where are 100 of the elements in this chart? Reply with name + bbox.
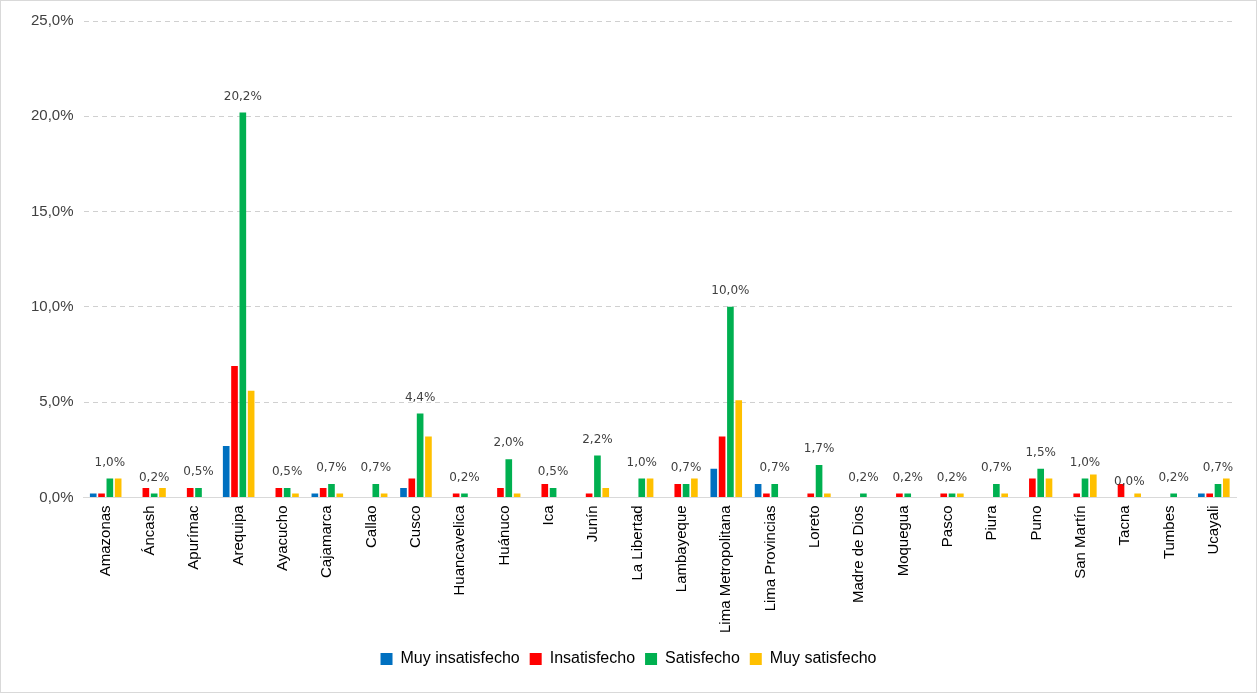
bar <box>993 484 1000 497</box>
x-tick-label: Ucayali <box>1203 505 1221 555</box>
bar <box>505 459 513 497</box>
bar <box>275 487 283 497</box>
bar <box>150 493 158 497</box>
x-tick-label: Ayacucho <box>273 505 291 572</box>
data-label: 0,7% <box>759 460 790 475</box>
bar <box>98 493 105 497</box>
data-label: 0,7% <box>316 460 347 475</box>
bar <box>222 445 230 497</box>
data-label: 1,7% <box>803 441 835 456</box>
y-tick-label: 20,0% <box>30 106 74 124</box>
bar <box>89 493 97 497</box>
bar <box>940 493 948 497</box>
data-label: 0,5% <box>537 464 569 479</box>
x-tick-label: Arequipa <box>228 504 246 566</box>
bar <box>1170 493 1177 497</box>
bar <box>957 493 964 497</box>
bar <box>763 493 770 497</box>
x-tick-label: Callao <box>361 505 379 548</box>
bar <box>815 465 823 497</box>
x-tick-label: La Libertad <box>627 505 645 581</box>
data-label: 0,0% <box>1114 473 1145 488</box>
y-tick-label: 5,0% <box>39 392 74 410</box>
bar <box>461 493 468 497</box>
data-label: 4,4% <box>404 389 436 404</box>
bar <box>195 487 202 497</box>
data-label: 10,0% <box>711 282 750 297</box>
x-tick-label: Huánuco <box>494 505 512 566</box>
x-tick-label: Piura <box>982 504 1000 541</box>
x-tick-label: Ica <box>539 504 557 526</box>
bar <box>860 493 867 497</box>
bar <box>754 484 762 497</box>
bar <box>231 365 238 497</box>
bar <box>239 112 247 497</box>
bar <box>408 478 416 497</box>
bar <box>1001 493 1008 497</box>
x-tick-label: Lima Metropolitana <box>716 504 734 634</box>
x-tick-label: Lima Provincias <box>760 505 778 612</box>
data-label: 2,0% <box>493 435 525 450</box>
bar <box>159 487 166 497</box>
data-label: 0,2% <box>449 469 480 484</box>
bar <box>283 487 291 497</box>
bar <box>682 484 690 497</box>
bar <box>771 484 779 497</box>
bar <box>1198 493 1205 497</box>
data-label: 0,2% <box>936 469 968 484</box>
bar <box>186 487 194 497</box>
bar <box>638 478 646 497</box>
y-tick-label: 15,0% <box>30 201 74 219</box>
data-label: 0,7% <box>670 460 702 475</box>
x-tick-label: Áncash <box>140 505 158 556</box>
bar <box>497 487 504 497</box>
data-label: 20,2% <box>223 88 262 103</box>
bar <box>142 487 150 497</box>
data-label: 0,2% <box>848 469 879 484</box>
data-label: 0,7% <box>360 460 392 475</box>
bar <box>674 484 682 497</box>
bar <box>400 487 407 497</box>
legend-label: Muy satisfecho <box>769 649 877 667</box>
bar <box>1073 493 1081 497</box>
bar <box>106 478 114 497</box>
x-tick-label: Cusco <box>406 505 424 548</box>
bar <box>549 487 557 497</box>
bar <box>1134 493 1141 497</box>
bar <box>425 436 432 497</box>
x-tick-label: Huancavelica <box>450 504 468 596</box>
bar <box>1206 493 1214 497</box>
bar <box>602 487 610 497</box>
data-label: 0,7% <box>981 460 1012 475</box>
data-label: 1,0% <box>94 454 126 469</box>
bar <box>807 493 815 497</box>
bar <box>691 478 698 497</box>
bar <box>594 455 601 497</box>
data-label: 0,5% <box>271 464 303 479</box>
data-label: 0,5% <box>183 464 214 479</box>
x-tick-label: Apurímac <box>184 504 202 570</box>
bar <box>727 306 734 497</box>
bar <box>247 390 255 497</box>
y-tick-label: 25,0% <box>30 11 74 29</box>
y-tick-label: 10,0% <box>30 297 74 314</box>
bar <box>1081 478 1089 497</box>
bar <box>735 400 743 497</box>
bar <box>292 493 299 497</box>
legend-label: Muy insatisfecho <box>400 649 520 667</box>
bar <box>1214 484 1222 497</box>
data-label: 2,2% <box>582 431 613 446</box>
bar <box>1090 474 1097 497</box>
x-tick-label: Puno <box>1026 505 1044 541</box>
x-tick-label: Tacna <box>1115 504 1133 546</box>
bar <box>336 493 344 497</box>
x-tick-label: Madre de Dios <box>849 505 867 603</box>
bar <box>1037 468 1045 497</box>
x-tick-label: Amazonas <box>95 505 113 577</box>
bar <box>114 478 122 497</box>
bar <box>1029 478 1036 497</box>
data-label: 0,2% <box>138 469 170 484</box>
data-label: 0,2% <box>892 469 923 484</box>
bar <box>328 484 335 497</box>
data-label: 1,5% <box>1025 444 1056 459</box>
